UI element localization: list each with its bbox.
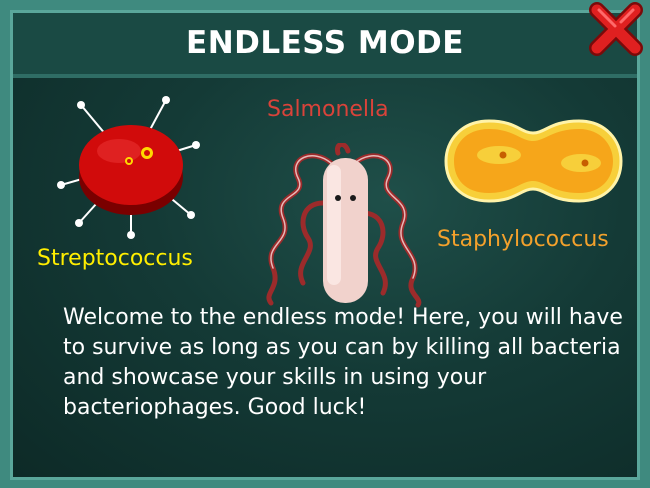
close-button[interactable] bbox=[585, 0, 647, 58]
salmonella-sprite bbox=[266, 143, 422, 308]
staphylococcus-label: Staphylococcus bbox=[437, 227, 609, 252]
staphylococcus-sprite bbox=[444, 119, 623, 203]
streptococcus-label: Streptococcus bbox=[37, 246, 193, 271]
close-icon bbox=[589, 2, 643, 56]
streptococcus-sprite bbox=[57, 96, 200, 239]
dialog-description: Welcome to the endless mode! Here, you w… bbox=[63, 305, 623, 420]
title-bar: ENDLESS MODE bbox=[13, 13, 637, 78]
salmonella-label: Salmonella bbox=[267, 97, 389, 122]
dialog-title: ENDLESS MODE bbox=[186, 25, 464, 61]
dialog-panel: ENDLESS MODE bbox=[10, 10, 640, 480]
